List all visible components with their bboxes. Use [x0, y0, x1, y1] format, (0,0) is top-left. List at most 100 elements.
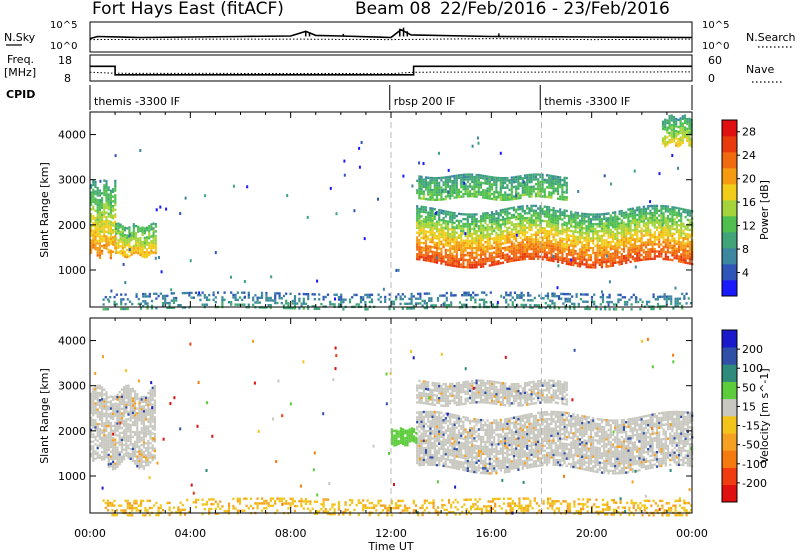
power-cell-2216: [620, 224, 623, 227]
power-cell-1445: [528, 240, 531, 244]
power-cell-551: [422, 232, 425, 235]
power-cell-3061: [479, 191, 483, 194]
power-cell-96: [98, 189, 101, 192]
power-cell-3216: [523, 184, 527, 187]
power-cell-1538: [539, 231, 542, 234]
power-cell-3714: [291, 307, 294, 310]
power-cell-141: [101, 240, 104, 243]
vel-cell-465: [129, 433, 132, 436]
vel-cell-628: [145, 403, 148, 407]
vel-cell-160: [103, 441, 106, 444]
power-cell-1949: [587, 254, 590, 257]
power-cell-949: [468, 259, 472, 262]
vel-cell-172: [105, 400, 108, 404]
power-cell-1428: [526, 243, 529, 246]
power-cell-2075: [603, 251, 606, 254]
vel-cell-245: [112, 405, 115, 408]
vel-cell-551: [138, 404, 141, 407]
power-cell-2484: [651, 240, 654, 244]
power-cell-2864: [429, 184, 432, 187]
vel-cell-591: [140, 451, 143, 454]
power-cell-3581: [172, 292, 176, 295]
power-cell-1222: [501, 223, 505, 226]
power-cell-3386: [664, 145, 667, 148]
power-cell-802: [451, 252, 454, 255]
power-cell-668: [435, 246, 439, 250]
power-cell-2149: [611, 247, 615, 250]
power-cell-1546: [541, 207, 544, 211]
power-cell-565: [424, 220, 428, 224]
power-cell-3575: [168, 301, 171, 305]
power-cell-1973: [592, 225, 595, 228]
power-cell-2953: [451, 194, 454, 197]
power-cell-3874: [430, 297, 433, 300]
power-cell-1884: [581, 234, 584, 237]
power-cell-606: [429, 226, 432, 229]
power-cell-4036: [571, 302, 574, 305]
vel-cell-307: [116, 429, 119, 432]
power-cell-701: [440, 231, 443, 234]
vel-cell-115: [98, 456, 101, 460]
power-cell-3847: [410, 302, 413, 305]
power-cell-1769: [567, 222, 571, 225]
power-cell-1273: [508, 219, 511, 222]
power-cell-667: [435, 244, 439, 247]
power-cell-1396: [521, 253, 524, 256]
power-cell-3455: [679, 143, 682, 147]
power-cell-3984: [531, 299, 534, 302]
power-cell-744: [444, 253, 447, 256]
power-cell-3993: [540, 306, 543, 309]
power-cell-2547: [660, 219, 663, 222]
power-cell-2412: [642, 241, 645, 244]
power-cell-779: [449, 247, 452, 250]
power-cell-2858: [427, 191, 430, 194]
power-cell-1614: [548, 244, 551, 247]
power-cell-3842: [408, 307, 411, 310]
power-cell-326: [121, 251, 124, 254]
power-cell-3265: [537, 185, 540, 188]
power-speck-39: [165, 207, 168, 211]
power-cell-3296: [545, 181, 549, 184]
power-cell-3632: [230, 291, 233, 294]
power-cell-1456: [530, 216, 533, 220]
power-cell-1433: [526, 255, 529, 258]
vel-cell-571: [138, 464, 141, 467]
power-cell-3189: [515, 197, 518, 200]
power-cell-3826: [392, 307, 396, 311]
vel-cell-0: [90, 392, 93, 395]
power-cell-533: [420, 229, 423, 232]
power-cell-730: [444, 212, 447, 216]
vel-cell-196: [107, 400, 110, 404]
power-cell-2452: [647, 253, 650, 256]
power-cell-2671: [673, 256, 676, 260]
power-cell-1450: [528, 255, 531, 258]
power-cell-805: [451, 259, 454, 263]
power-cell-4156: [681, 307, 684, 310]
power-cell-500: [416, 248, 419, 251]
vel-cell-613: [142, 434, 145, 437]
power-speck-42: [418, 161, 421, 165]
power-cell-2299: [629, 241, 632, 244]
power-cell-187: [105, 235, 108, 238]
power-cell-507: [418, 214, 421, 218]
power-cell-2078: [603, 258, 606, 261]
vel-cell-147: [103, 402, 106, 406]
vel-cell-399: [125, 391, 128, 395]
power-cell-1948: [587, 249, 590, 252]
power-cell-1345: [517, 217, 520, 221]
power-cell-3707: [287, 302, 290, 305]
power-cell-1196: [497, 262, 500, 265]
vel-cell-447: [129, 388, 132, 391]
vel-cell-297: [116, 405, 119, 408]
vel-cell-519: [134, 452, 137, 456]
power-cell-940: [468, 232, 472, 235]
power-cell-1717: [561, 225, 564, 228]
power-cell-3121: [497, 176, 500, 180]
power-cell-3742: [313, 293, 316, 296]
power-cell-1056: [482, 231, 485, 235]
power-cell-2645: [671, 234, 674, 238]
vel-cell-58: [94, 411, 97, 415]
power-cell-686: [438, 237, 441, 241]
power-cell-1466: [530, 243, 533, 246]
power-cell-3687: [271, 299, 275, 302]
